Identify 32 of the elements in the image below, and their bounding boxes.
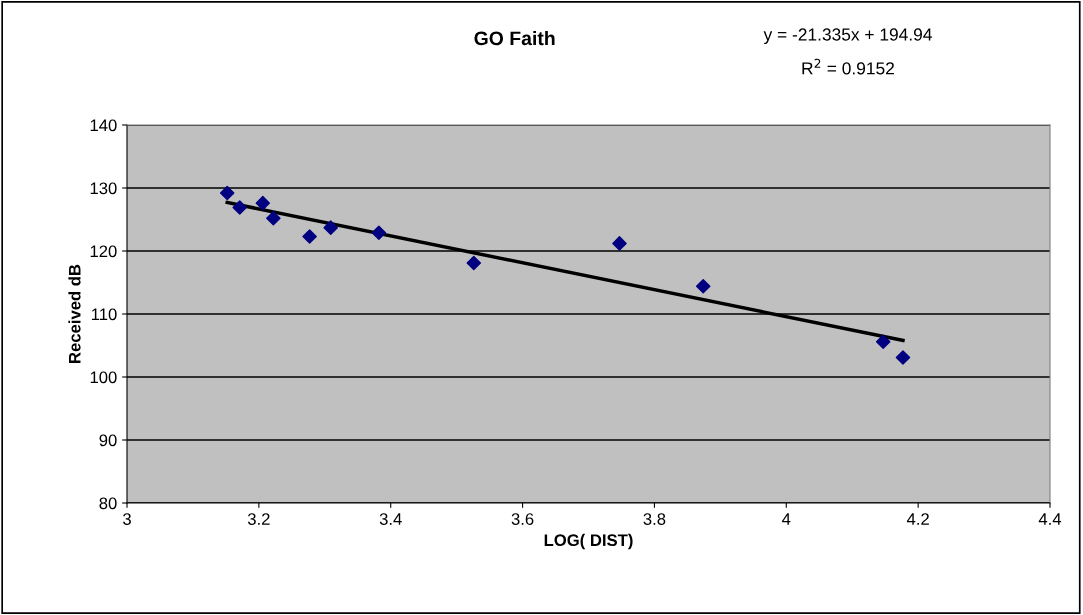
text: R$^{2}$ = 0.9152 xyxy=(802,58,894,75)
x-tick-label: 3.8 xyxy=(643,513,666,525)
y-tick-label: 110 xyxy=(91,308,117,321)
point xyxy=(875,334,891,350)
point xyxy=(266,210,281,226)
y-tick-label: 100 xyxy=(90,371,117,384)
point xyxy=(695,278,711,294)
point xyxy=(219,185,235,201)
x-axis-title: LOG( DIST) xyxy=(544,533,633,550)
point xyxy=(232,200,248,215)
point xyxy=(466,255,482,271)
x-tick-label: 3.4 xyxy=(379,513,402,525)
y-tick-label: 120 xyxy=(90,245,117,258)
y-tick-label: 80 xyxy=(99,497,117,510)
y-tick-label: 90 xyxy=(99,434,117,447)
point xyxy=(371,225,387,241)
point xyxy=(255,195,271,211)
text: y = -21.335x + 194.94 xyxy=(763,28,932,45)
x-tick-label: 4.2 xyxy=(906,513,929,525)
point xyxy=(302,229,317,244)
y-tick-label: 130 xyxy=(90,182,117,195)
chart-title: GO Faith xyxy=(474,30,555,46)
x-tick-label: 3.6 xyxy=(511,513,534,525)
x-tick-label: 3 xyxy=(123,513,131,525)
x-tick-label: 4.4 xyxy=(1038,513,1062,525)
x-tick-label: 4 xyxy=(782,513,791,525)
y-axis-title: Received dB xyxy=(68,264,81,363)
x-tick-label: 3.2 xyxy=(247,513,270,525)
point xyxy=(895,350,911,365)
point xyxy=(323,220,339,235)
point xyxy=(612,236,627,251)
y-tick-label: 140 xyxy=(90,119,117,132)
